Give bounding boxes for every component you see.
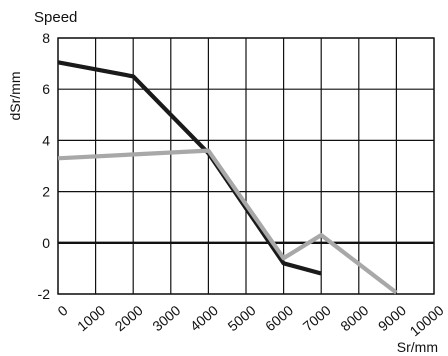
x-tick-label: 1000 bbox=[74, 302, 108, 334]
x-tick-label: 5000 bbox=[224, 302, 258, 334]
y-tick-label: 0 bbox=[42, 235, 50, 251]
x-tick-label: 4000 bbox=[187, 302, 221, 334]
x-tick-label: 3000 bbox=[149, 302, 183, 334]
axes bbox=[57, 37, 435, 295]
x-tick-label: 10000 bbox=[407, 302, 447, 339]
series bbox=[57, 60, 398, 295]
series-line-2 bbox=[57, 148, 398, 295]
y-tick-label: 2 bbox=[42, 184, 50, 200]
y-tick-label: -2 bbox=[38, 286, 51, 302]
x-tick-label: 9000 bbox=[375, 302, 409, 334]
x-tick-label: 2000 bbox=[112, 302, 146, 334]
x-tick-label: 7000 bbox=[300, 302, 334, 334]
x-tick-label: 0 bbox=[54, 302, 70, 319]
y-tick-label: 4 bbox=[42, 132, 50, 148]
grid bbox=[57, 37, 435, 295]
plot-frame bbox=[57, 37, 435, 295]
x-axis-label: Sr/mm bbox=[397, 339, 438, 355]
y-axis-label: dSr/mm bbox=[7, 72, 23, 121]
y-tick-label: 6 bbox=[42, 81, 50, 97]
x-tick-label: 6000 bbox=[262, 302, 296, 334]
y-tick-label: 8 bbox=[42, 30, 50, 46]
x-tick-label: 8000 bbox=[337, 302, 371, 334]
chart-title: Speed bbox=[34, 9, 77, 26]
